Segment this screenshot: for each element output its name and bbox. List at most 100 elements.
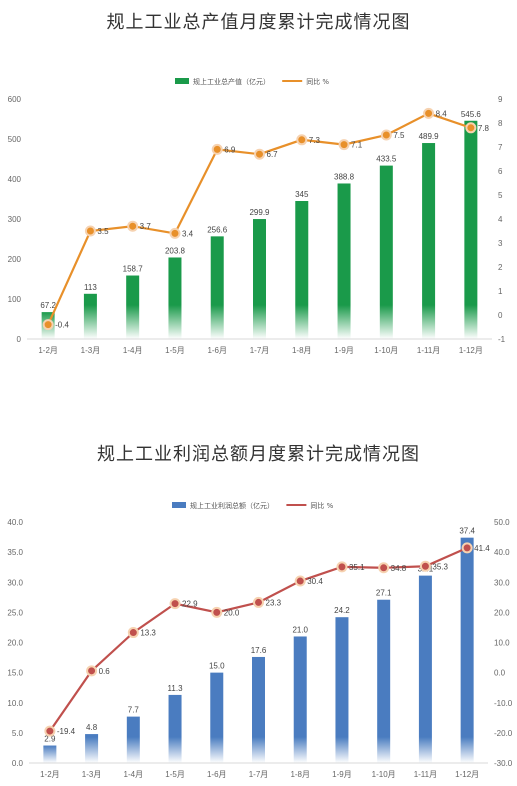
yoy-point bbox=[169, 227, 181, 239]
bar-fade bbox=[422, 305, 436, 339]
bar-fade bbox=[335, 737, 349, 763]
bar-fade bbox=[168, 737, 182, 763]
bar-data-label: 113 bbox=[84, 283, 97, 292]
x-tick-label: 1-2月 bbox=[38, 346, 58, 355]
bar-data-label: 489.9 bbox=[419, 132, 440, 141]
bar bbox=[422, 143, 436, 305]
bar-fade bbox=[168, 305, 182, 339]
bar-fade bbox=[252, 737, 265, 763]
y-left-tick-label: 15.0 bbox=[7, 669, 23, 678]
x-tick-label: 1-9月 bbox=[334, 346, 354, 355]
bar-group bbox=[377, 599, 391, 763]
y-left-tick-label: 500 bbox=[8, 135, 22, 144]
bar-group bbox=[335, 617, 349, 763]
bar-data-label: 388.8 bbox=[334, 172, 355, 181]
yoy-point bbox=[169, 598, 181, 610]
y-right-tick-label: 0.0 bbox=[494, 669, 506, 678]
legend: 规上工业总产值（亿元） 同比 % bbox=[175, 77, 329, 86]
yoy-point bbox=[338, 139, 350, 151]
bar-group bbox=[253, 219, 266, 339]
bar-fade bbox=[460, 737, 474, 763]
bar-group bbox=[43, 745, 57, 763]
bar-fade bbox=[464, 305, 478, 339]
bar-group bbox=[126, 275, 140, 339]
bar-group bbox=[418, 575, 432, 763]
bar bbox=[83, 293, 97, 305]
bar bbox=[126, 275, 140, 305]
yoy-data-label: 22.9 bbox=[182, 600, 198, 609]
yoy-point bbox=[127, 220, 139, 232]
x-tick-label: 1-5月 bbox=[165, 346, 185, 355]
output-value-chart: 规上工业总产值（亿元） 同比 % 0 100 200 300 400 500 600 -1 0 1 2 3… bbox=[8, 77, 506, 355]
bar bbox=[168, 257, 182, 305]
bar-group bbox=[295, 201, 309, 339]
bar bbox=[460, 537, 474, 737]
bar-fade bbox=[85, 737, 99, 763]
yoy-data-label: 7.8 bbox=[478, 124, 490, 133]
yoy-data-label: 34.8 bbox=[391, 564, 407, 573]
yoy-data-label: 3.7 bbox=[140, 222, 152, 231]
yoy-data-label: 7.1 bbox=[351, 141, 363, 150]
bar-fade bbox=[253, 305, 266, 339]
bar-data-label: 345 bbox=[295, 190, 309, 199]
yoy-point bbox=[423, 107, 435, 119]
yoy-data-label: 30.4 bbox=[307, 577, 323, 586]
legend-bar-swatch bbox=[172, 502, 186, 508]
yoy-point bbox=[380, 129, 392, 141]
yoy-data-label: 35.1 bbox=[349, 563, 365, 572]
bar bbox=[337, 183, 351, 305]
bar-data-label: 433.5 bbox=[376, 155, 397, 164]
y-left-tick-label: 200 bbox=[8, 255, 22, 264]
x-tick-label: 1-8月 bbox=[292, 346, 312, 355]
yoy-data-label: -19.4 bbox=[57, 727, 76, 736]
bar-fade bbox=[126, 737, 140, 763]
x-tick-label: 1-11月 bbox=[414, 770, 437, 779]
y-right-tick-label: 8 bbox=[498, 119, 503, 128]
bar-fade bbox=[377, 737, 391, 763]
bar-group bbox=[85, 734, 99, 763]
bar-data-label: 7.7 bbox=[128, 706, 140, 715]
y-right-tick-label: 40.0 bbox=[494, 548, 510, 557]
y-right-tick-label: 7 bbox=[498, 143, 503, 152]
legend-line-label: 同比 % bbox=[306, 77, 329, 86]
bar-fade bbox=[418, 737, 432, 763]
yoy-data-label: -0.4 bbox=[55, 321, 69, 330]
yoy-data-label: 13.3 bbox=[140, 629, 156, 638]
bar bbox=[210, 672, 224, 737]
bar-data-label: 21.0 bbox=[292, 625, 308, 634]
x-tick-label: 1-4月 bbox=[123, 346, 143, 355]
y-left-tick-label: 0 bbox=[17, 335, 22, 344]
y-right-tick-label: 1 bbox=[498, 287, 503, 296]
bar bbox=[168, 694, 182, 737]
output-value-chart-title: 规上工业总产值月度累计完成情况图 bbox=[106, 12, 411, 33]
yoy-point bbox=[44, 725, 56, 737]
x-tick-label: 1-12月 bbox=[459, 346, 483, 355]
bar-data-label: 11.3 bbox=[168, 684, 184, 693]
profit-chart-panel: 规上工业利润总额（亿元） 同比 % 0.0 5.0 10.0 15.0 20.0 25.0 30… bbox=[0, 390, 517, 786]
bar-group bbox=[83, 293, 97, 339]
x-tick-label: 1-8月 bbox=[290, 770, 310, 779]
bar-group bbox=[210, 672, 224, 763]
x-tick-label: 1-7月 bbox=[250, 346, 270, 355]
bar-data-label: 2.9 bbox=[44, 735, 56, 744]
x-tick-label: 1-4月 bbox=[124, 770, 144, 779]
profit-chart: 规上工业利润总额（亿元） 同比 % 0.0 5.0 10.0 15.0 20.0 25.0 30… bbox=[7, 501, 512, 779]
yoy-point bbox=[86, 665, 98, 677]
output-value-chart-panel: 规上工业总产值（亿元） 同比 % 0 100 200 300 400 500 600 -1 0 1 2 3… bbox=[0, 0, 517, 390]
bar-data-label: 24.2 bbox=[334, 606, 350, 615]
x-tick-label: 1-3月 bbox=[81, 346, 101, 355]
bar-data-label: 299.9 bbox=[249, 208, 270, 217]
yoy-data-label: 20.0 bbox=[224, 608, 240, 617]
bar-fade bbox=[293, 737, 307, 763]
yoy-point bbox=[253, 596, 264, 608]
yoy-point bbox=[336, 561, 348, 573]
bar-data-label: 545.6 bbox=[461, 110, 482, 119]
bar-group bbox=[293, 636, 307, 763]
yoy-point bbox=[294, 575, 306, 587]
x-tick-label: 1-9月 bbox=[332, 770, 352, 779]
yoy-point bbox=[461, 542, 473, 554]
bar-group bbox=[379, 165, 393, 339]
profit-chart-title: 规上工业利润总额月度累计完成情况图 bbox=[97, 444, 420, 465]
y-left-tick-label: 100 bbox=[8, 295, 22, 304]
bar-fade bbox=[83, 305, 97, 339]
